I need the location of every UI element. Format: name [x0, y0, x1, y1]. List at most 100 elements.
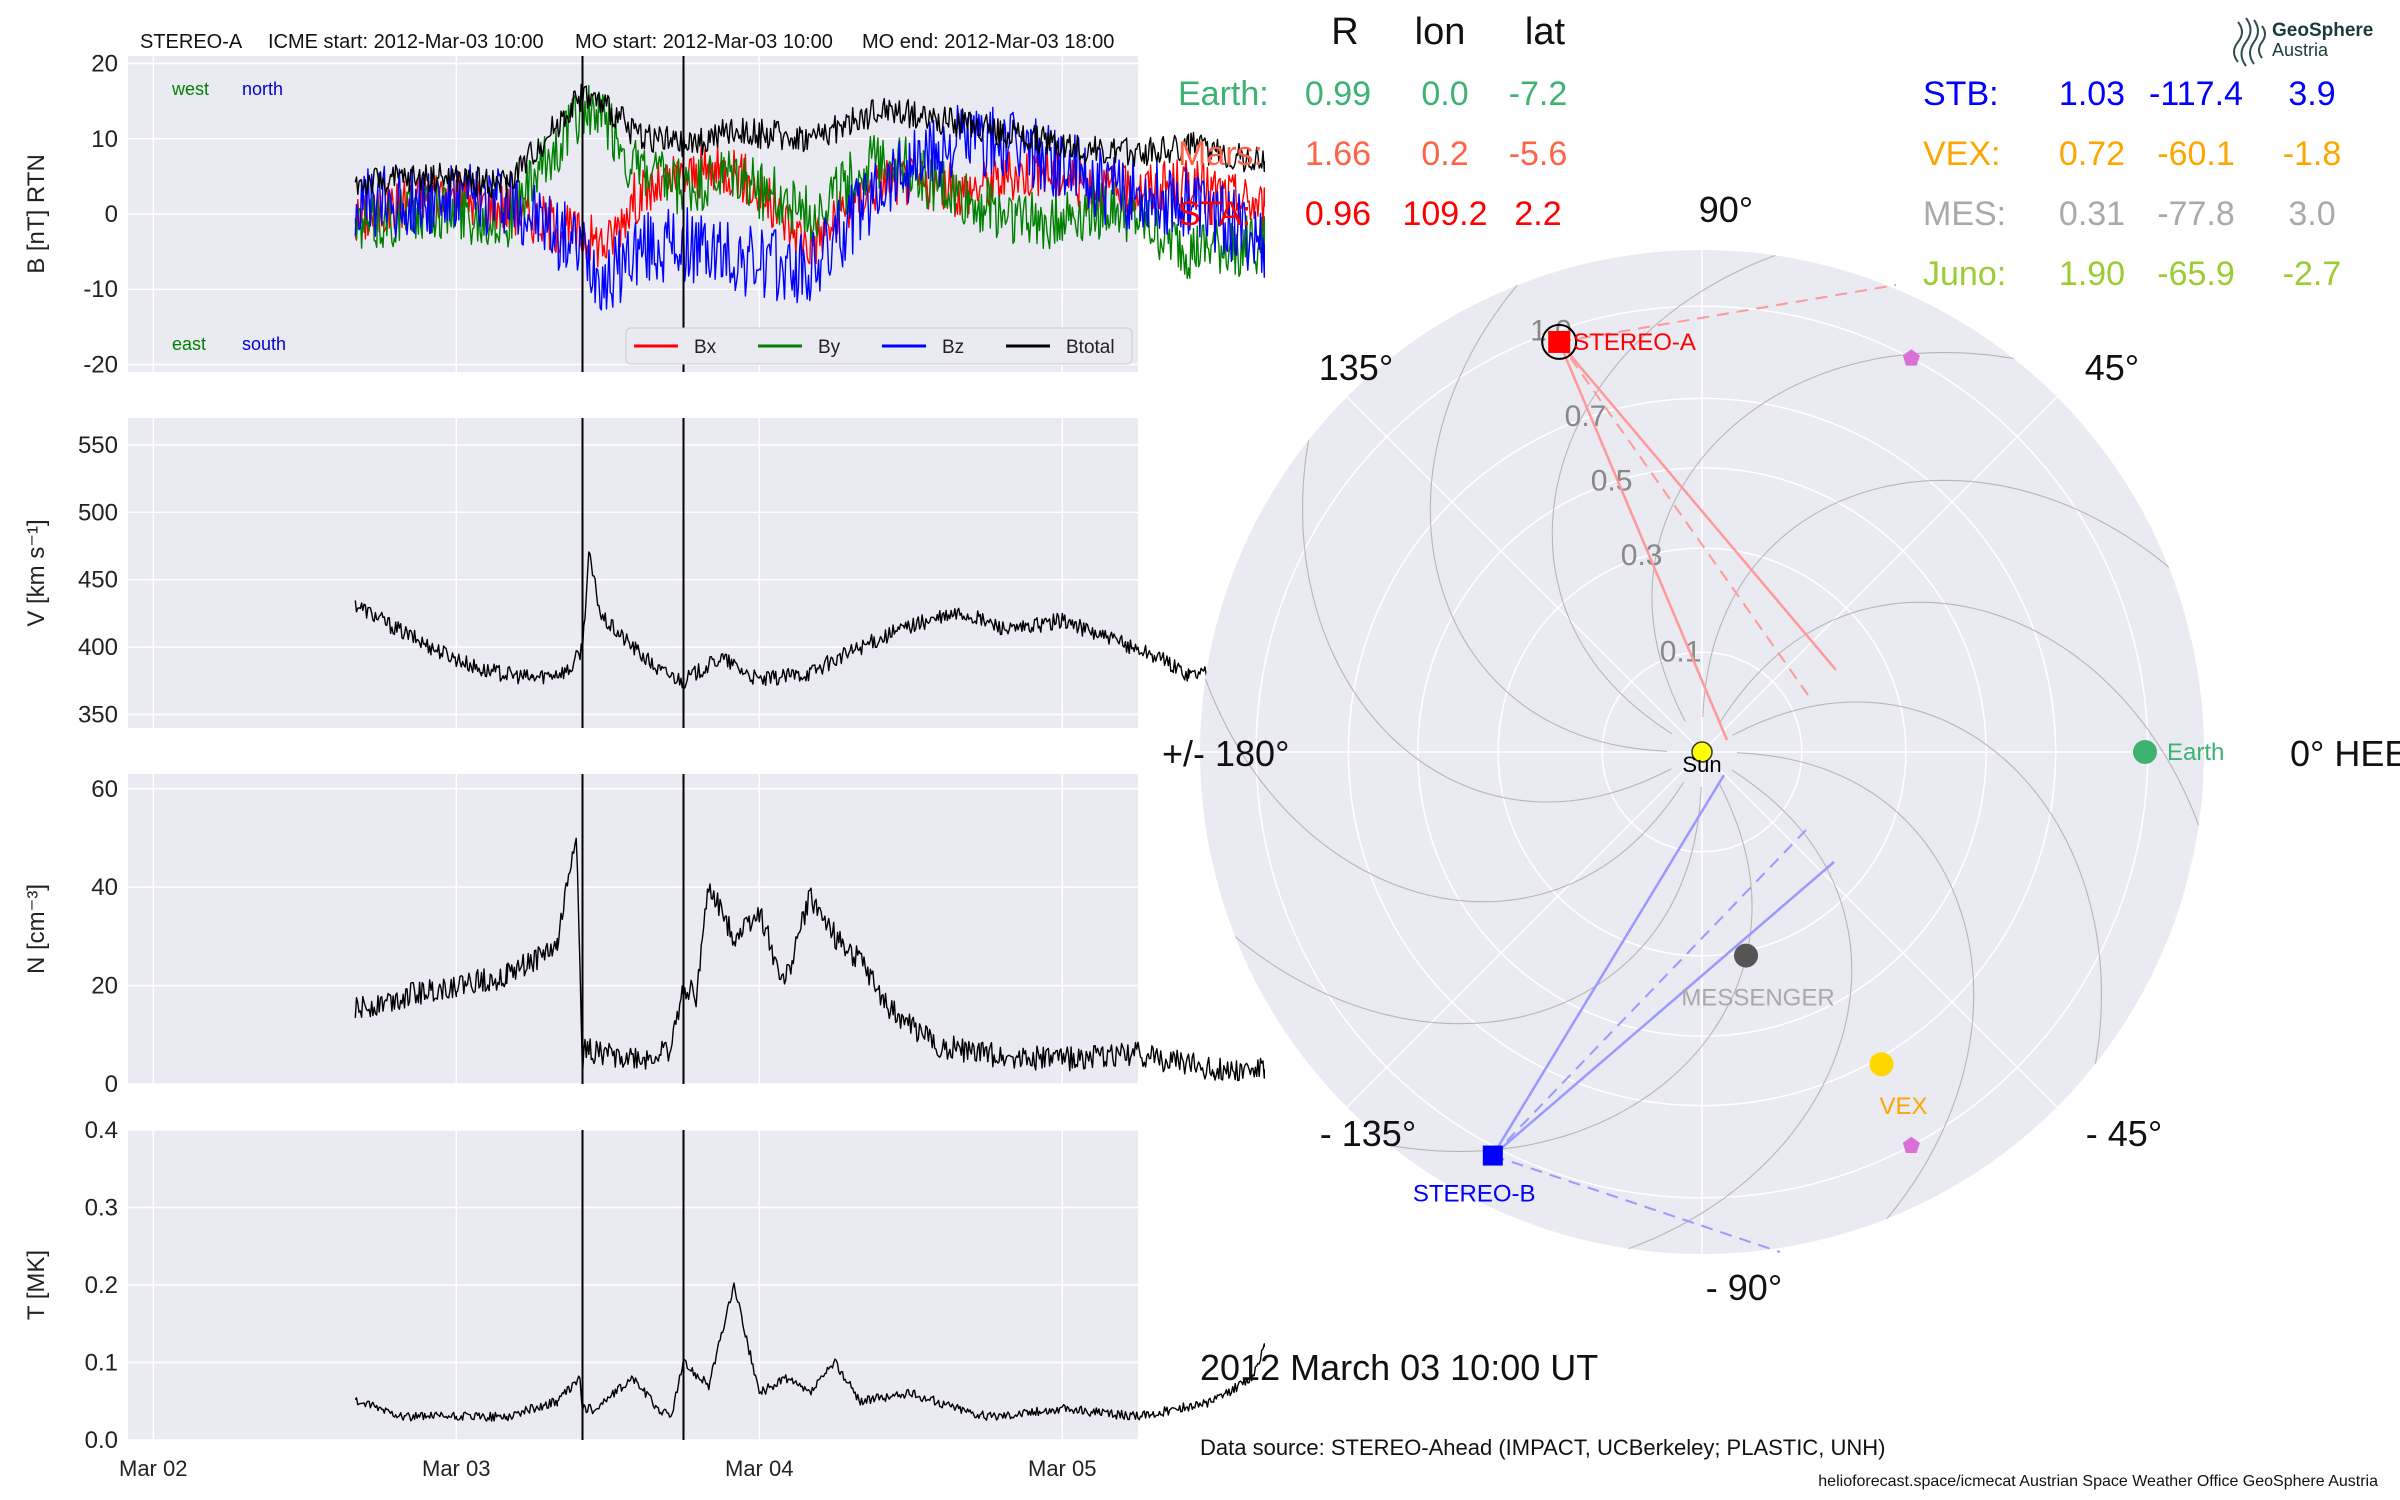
parker-spiral-line: [1200, 582, 1685, 903]
body-name: VEX:: [1923, 135, 2000, 173]
y-axis-label: V [km s⁻¹]: [23, 519, 50, 626]
angle-label-a90: 90°: [1699, 189, 1753, 230]
radial-tick-label: 0.5: [1591, 465, 1633, 498]
x-tick-label: Mar 05: [1028, 1456, 1096, 1481]
stb-view-line: [1491, 774, 1726, 1157]
sta-view-dashed-line: [1558, 341, 1809, 696]
x-tick-label: Mar 02: [119, 1456, 187, 1481]
series-btotal-line: [354, 83, 1265, 199]
y-axis-label: T [MK]: [23, 1250, 50, 1320]
sta-orbit-ring: [1541, 323, 1578, 360]
y-tick-label: 0.1: [85, 1350, 118, 1377]
body-name: Mars:: [1178, 135, 1263, 173]
legend-frame: [625, 327, 1133, 365]
panel-magnetic-field: -20 -10 0 10 20 B [nT] RTN: [23, 51, 1265, 378]
body-lon: 109.2: [1402, 195, 1487, 233]
logo-line2: Austria: [2272, 40, 2329, 60]
angle-label-am135: - 135°: [1320, 1113, 1416, 1154]
sta-view-line: [1558, 341, 1837, 671]
table-header-lat: lat: [1525, 11, 1566, 53]
body-lon: 0.0: [1421, 75, 1468, 113]
body-lat: -1.8: [2283, 135, 2342, 173]
logo-line1: GeoSphere: [2272, 20, 2373, 41]
body-r: 0.99: [1305, 75, 1371, 113]
panel-temperature: 0.0 0.1 0.2 0.3 0.4 T [MK] Mar 02 Mar 03 Mar 04 M…: [23, 1117, 1265, 1481]
header-mo-start: MO start: 2012-Mar-03 10:00: [575, 31, 833, 53]
y-axis-label: B [nT] RTN: [23, 154, 50, 274]
parker-spiral-line: [1429, 250, 1667, 752]
y-tick-label: 0.3: [85, 1195, 118, 1222]
sun-label: Sun: [1682, 752, 1721, 777]
plot-background: [128, 774, 1138, 1084]
stb-view-line: [1492, 861, 1835, 1157]
y-tick-label: 10: [91, 126, 118, 153]
angle-label-am45: - 45°: [2086, 1113, 2162, 1154]
body-r: 1.90: [2059, 255, 2125, 293]
series-density-line: [354, 837, 1265, 1082]
b-panel-annotations: west north east south Bx By Bz Btotal: [171, 79, 1133, 365]
header-mo-end: MO end: 2012-Mar-03 18:00: [862, 31, 1114, 53]
y-tick-label: 450: [78, 567, 118, 594]
body-r: 0.96: [1305, 195, 1371, 233]
planet-marker: [1902, 349, 1920, 366]
sta-view-dashed-line: [1559, 284, 1897, 343]
x-tick-label: Mar 03: [422, 1456, 490, 1481]
sta-view-line: [1558, 341, 1729, 741]
wave-logo-icon: [2233, 17, 2266, 67]
angle-label-am90: - 90°: [1706, 1267, 1782, 1308]
y-tick-label: 60: [91, 776, 118, 803]
body-r: 0.31: [2059, 195, 2125, 233]
vex-marker: [1869, 1052, 1894, 1077]
earth-marker: [2132, 740, 2157, 764]
y-tick-label: 40: [91, 874, 118, 901]
parker-spiral-line: [1719, 601, 2204, 922]
series-by-line: [354, 84, 1265, 280]
body-lon: 0.2: [1421, 135, 1468, 173]
body-r: 1.66: [1305, 135, 1371, 173]
vex-label: VEX: [1880, 1093, 1928, 1120]
body-name: STB:: [1923, 75, 1999, 113]
y-tick-label: -20: [83, 351, 118, 378]
geosphere-logo: GeoSphere Austria: [2233, 17, 2373, 67]
angle-label-a45: 45°: [2085, 347, 2139, 388]
stb-view-dashed-line: [1492, 1154, 1781, 1253]
body-lat: 2.2: [1514, 195, 1561, 233]
earth-label: Earth: [2167, 739, 2224, 766]
body-name: MES:: [1923, 195, 2006, 233]
parker-spiral-line: [1651, 352, 2110, 722]
header-icme-start: ICME start: 2012-Mar-03 10:00: [268, 31, 544, 53]
y-tick-label: 550: [78, 432, 118, 459]
polar-orbit-plot: 0.10.30.50.71.00° HEEQ45°90°135°+/- 180°…: [1162, 189, 2400, 1308]
table-header-lon: lon: [1415, 11, 1466, 53]
body-lat: -7.2: [1509, 75, 1568, 113]
y-tick-label: 0.0: [85, 1427, 118, 1454]
body-lon: -60.1: [2157, 135, 2235, 173]
annotation-west: west: [171, 79, 209, 99]
data-source: Data source: STEREO-Ahead (IMPACT, UCBer…: [1200, 1435, 1885, 1460]
body-name: Juno:: [1923, 255, 2006, 293]
y-tick-label: 20: [91, 51, 118, 78]
y-tick-label: 500: [78, 499, 118, 526]
x-tick-label: Mar 04: [725, 1456, 793, 1481]
body-name: Earth:: [1178, 75, 1269, 113]
stb-marker: [1482, 1145, 1503, 1166]
planet-marker: [1902, 1136, 1920, 1153]
table-header-r: R: [1331, 11, 1358, 53]
panel-velocity: 350 400 450 500 550 V [km s⁻¹]: [23, 418, 1265, 729]
y-tick-label: 350: [78, 702, 118, 729]
y-tick-label: 0.2: [85, 1272, 118, 1299]
parker-spiral-line: [1702, 479, 2204, 717]
body-name: STA:: [1178, 195, 1251, 233]
legend-label-btotal: Btotal: [1066, 337, 1115, 358]
credits: helioforecast.space/icmecat Austrian Spa…: [1818, 1473, 2378, 1490]
messenger-label: MESSENGER: [1681, 985, 1834, 1012]
plot-background: [128, 418, 1138, 728]
parker-spiral-line: [1732, 701, 2102, 1160]
angle-label-a180: +/- 180°: [1162, 733, 1289, 774]
body-r: 1.03: [2059, 75, 2125, 113]
header-spacecraft: STEREO-A: [140, 31, 243, 53]
body-lat: -2.7: [2283, 255, 2342, 293]
